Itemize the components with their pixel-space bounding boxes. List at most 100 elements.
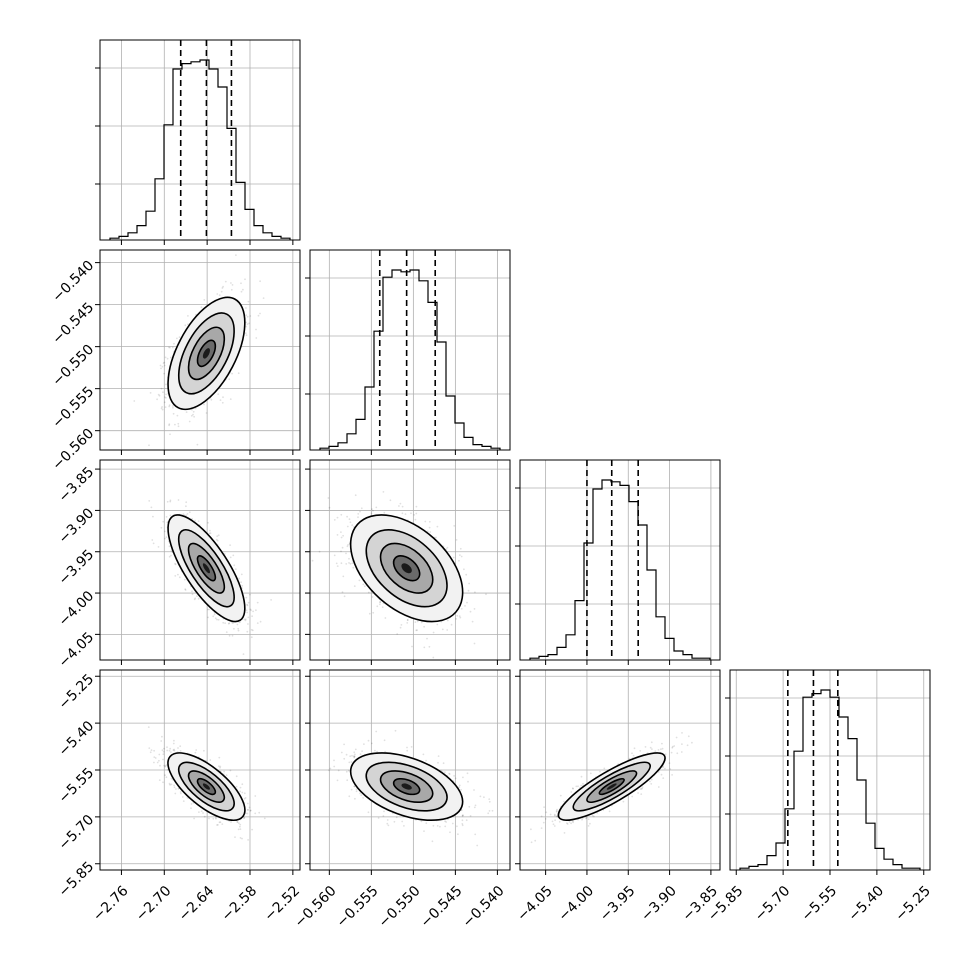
sample-point — [244, 278, 246, 281]
sample-point — [166, 357, 169, 360]
sample-point — [333, 554, 336, 557]
sample-point — [212, 817, 215, 820]
sample-point — [213, 613, 216, 616]
sample-point — [352, 566, 355, 569]
sample-point — [458, 559, 460, 562]
sample-point — [463, 568, 465, 571]
sample-point — [432, 631, 435, 634]
sample-point — [239, 823, 242, 826]
sample-point — [170, 550, 173, 552]
sample-point — [161, 406, 164, 408]
panel-content — [147, 726, 266, 841]
sample-point — [188, 511, 191, 514]
sample-point — [150, 749, 153, 751]
sample-point — [194, 597, 197, 600]
sample-point — [187, 315, 189, 317]
sample-point — [215, 816, 217, 819]
sample-point — [164, 356, 167, 359]
sample-point — [214, 617, 217, 620]
histogram-step — [739, 689, 921, 870]
sample-point — [231, 634, 234, 637]
histogram-panel-0 — [95, 39, 301, 241]
sample-point — [336, 565, 339, 567]
sample-point — [186, 513, 189, 515]
sample-point — [449, 662, 451, 664]
sample-point — [203, 299, 206, 301]
sample-point — [367, 591, 370, 594]
sample-point — [184, 589, 187, 591]
sample-point — [194, 519, 197, 522]
sample-point — [340, 550, 342, 553]
sample-point — [185, 411, 188, 413]
sample-point — [459, 554, 461, 556]
sample-point — [216, 618, 218, 621]
sample-point — [181, 796, 184, 798]
sample-point — [245, 321, 248, 324]
sample-point — [224, 280, 227, 283]
sample-point — [209, 529, 211, 532]
sample-point — [178, 336, 181, 339]
sample-point — [245, 307, 247, 309]
sample-point — [227, 622, 230, 625]
sample-point — [245, 325, 247, 328]
sample-point — [218, 756, 221, 759]
density-contour — [392, 555, 421, 582]
panel-frame — [99, 459, 301, 661]
sample-point — [162, 781, 164, 784]
sample-point — [191, 593, 194, 596]
sample-point — [415, 629, 418, 632]
sample-point — [190, 803, 193, 805]
sample-point — [358, 579, 361, 582]
sample-point — [256, 622, 259, 624]
sample-point — [196, 595, 198, 597]
density-fill — [401, 563, 412, 574]
sample-point — [161, 735, 163, 738]
sample-point — [459, 616, 462, 619]
sample-point — [169, 500, 172, 503]
sample-point — [341, 591, 344, 594]
sample-point — [177, 787, 180, 790]
sample-point — [202, 812, 204, 814]
sample-point — [163, 361, 166, 364]
sample-point — [196, 443, 199, 446]
sample-point — [318, 550, 321, 553]
sample-point — [242, 653, 245, 655]
sample-point — [178, 466, 180, 468]
sample-point — [348, 557, 350, 560]
sample-point — [186, 796, 189, 799]
sample-point — [208, 817, 210, 820]
sample-point — [239, 621, 242, 623]
density-contour — [187, 326, 226, 381]
sample-point — [182, 513, 185, 516]
sample-point — [247, 839, 250, 841]
density-contour — [187, 542, 226, 594]
sample-point — [184, 324, 187, 327]
sample-point — [410, 512, 412, 515]
sample-point — [212, 615, 215, 618]
sample-point — [327, 497, 330, 499]
sample-point — [379, 603, 381, 606]
sample-point — [203, 815, 206, 818]
sample-point — [233, 627, 235, 630]
sample-point — [399, 626, 402, 629]
sample-point — [168, 424, 171, 427]
sample-point — [239, 837, 242, 839]
density-contour — [196, 339, 217, 368]
sample-point — [170, 554, 172, 557]
sample-point — [239, 828, 242, 830]
sample-point — [346, 525, 349, 528]
sample-point — [336, 534, 339, 536]
sample-point — [160, 526, 163, 529]
sample-point — [231, 372, 234, 375]
sample-point — [349, 521, 352, 524]
sample-point — [176, 337, 178, 340]
sample-point — [169, 747, 172, 750]
sample-point — [207, 521, 209, 524]
sample-point — [432, 656, 435, 659]
sample-point — [221, 823, 224, 825]
sample-point — [160, 407, 163, 410]
sample-point — [188, 420, 191, 423]
sample-point — [340, 513, 343, 516]
sample-point — [160, 387, 163, 390]
sample-point — [244, 619, 247, 622]
